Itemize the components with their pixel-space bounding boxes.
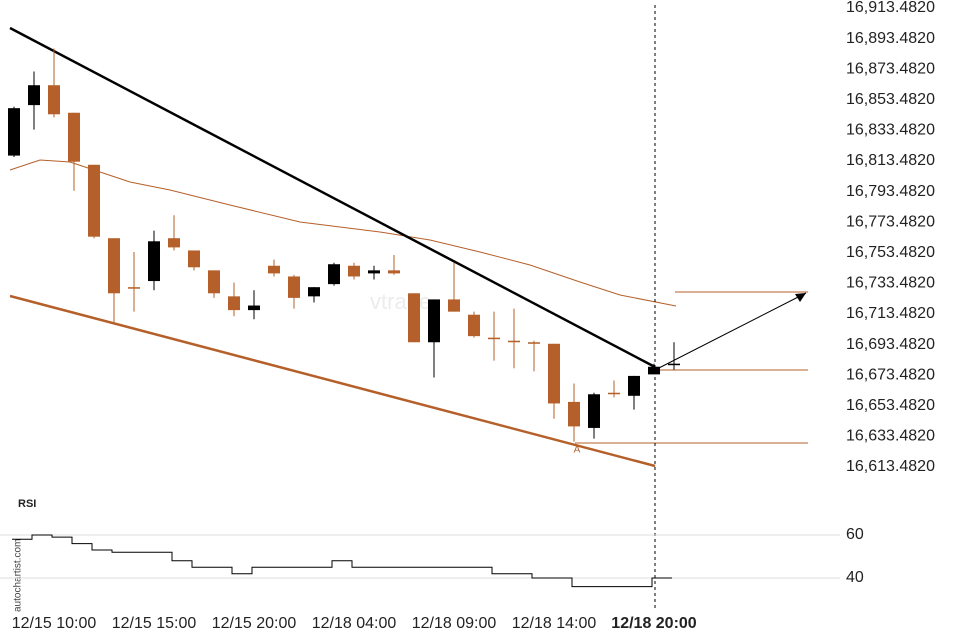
y-tick-label: 16,873.4820 xyxy=(846,60,935,77)
y-tick-label: 16,853.4820 xyxy=(846,91,935,108)
y-tick-label: 16,773.4820 xyxy=(846,213,935,230)
y-tick-label: 16,673.4820 xyxy=(846,366,935,383)
candle-body xyxy=(588,394,600,428)
y-tick-label: 16,813.4820 xyxy=(846,152,935,169)
candle-body xyxy=(668,363,680,366)
candle-body xyxy=(548,343,560,404)
y-tick-label: 16,753.4820 xyxy=(846,244,935,261)
x-tick-label: 12/15 20:00 xyxy=(212,615,297,632)
candle-body xyxy=(248,305,260,311)
candle-body xyxy=(628,375,640,396)
candle-body xyxy=(148,241,160,282)
y-tick-label: 60 xyxy=(846,526,864,543)
y-tick-label: 16,893.4820 xyxy=(846,30,935,47)
watermark: autochartist.com xyxy=(13,539,24,612)
pattern-annotation: A xyxy=(574,444,581,455)
candle-body xyxy=(608,392,620,395)
y-tick-label: 16,913.4820 xyxy=(846,0,935,16)
candle-body xyxy=(448,299,460,312)
x-tick-label: 12/15 15:00 xyxy=(112,615,197,632)
y-tick-label: 16,713.4820 xyxy=(846,305,935,322)
candle-body xyxy=(388,270,400,274)
candle-body xyxy=(488,337,500,340)
candle-body xyxy=(508,340,520,343)
x-tick-label: 12/18 04:00 xyxy=(312,615,397,632)
candle-body xyxy=(48,85,60,115)
forecast-arrow xyxy=(654,292,807,371)
y-tick-label: 16,793.4820 xyxy=(846,183,935,200)
candle-body xyxy=(428,299,440,343)
watermark-logo: vtrade xyxy=(370,289,431,314)
y-tick-label: 16,693.4820 xyxy=(846,336,935,353)
candle-body xyxy=(328,264,340,285)
x-tick-label: 12/18 20:00 xyxy=(611,615,697,632)
candle-body xyxy=(228,296,240,311)
arrow-head xyxy=(795,293,806,302)
y-tick-label: 16,653.4820 xyxy=(846,397,935,414)
candle-body xyxy=(68,112,80,162)
x-tick-label: 12/15 10:00 xyxy=(12,615,97,632)
candle-body xyxy=(128,287,140,289)
candle-body xyxy=(168,238,180,248)
candle-body xyxy=(528,342,540,344)
y-tick-label: 16,833.4820 xyxy=(846,122,935,139)
support-line xyxy=(9,294,656,468)
candle-body xyxy=(108,238,120,294)
candle-body xyxy=(568,401,580,427)
x-tick-label: 12/18 14:00 xyxy=(512,615,597,632)
rsi-title: RSI xyxy=(18,498,36,510)
candle-body xyxy=(308,287,320,297)
candle-body xyxy=(648,366,660,375)
moving-average xyxy=(9,159,677,307)
candle-body xyxy=(288,276,300,298)
y-tick-label: 16,733.4820 xyxy=(846,275,935,292)
rsi-line xyxy=(12,534,672,588)
candle-body xyxy=(368,270,380,274)
x-tick-label: 12/18 09:00 xyxy=(412,615,497,632)
candle-body xyxy=(408,293,420,343)
candle-body xyxy=(348,265,360,277)
candle-body xyxy=(208,270,220,294)
y-tick-label: 16,633.4820 xyxy=(846,428,935,445)
y-tick-label: 40 xyxy=(846,569,864,586)
candle-body xyxy=(188,250,200,268)
candle-body xyxy=(28,85,40,106)
candle-body xyxy=(8,108,20,156)
candle-body xyxy=(88,164,100,237)
candle-body xyxy=(268,265,280,274)
resistance-line xyxy=(9,26,656,369)
y-tick-label: 16,613.4820 xyxy=(846,458,935,475)
candle-body xyxy=(468,314,480,337)
